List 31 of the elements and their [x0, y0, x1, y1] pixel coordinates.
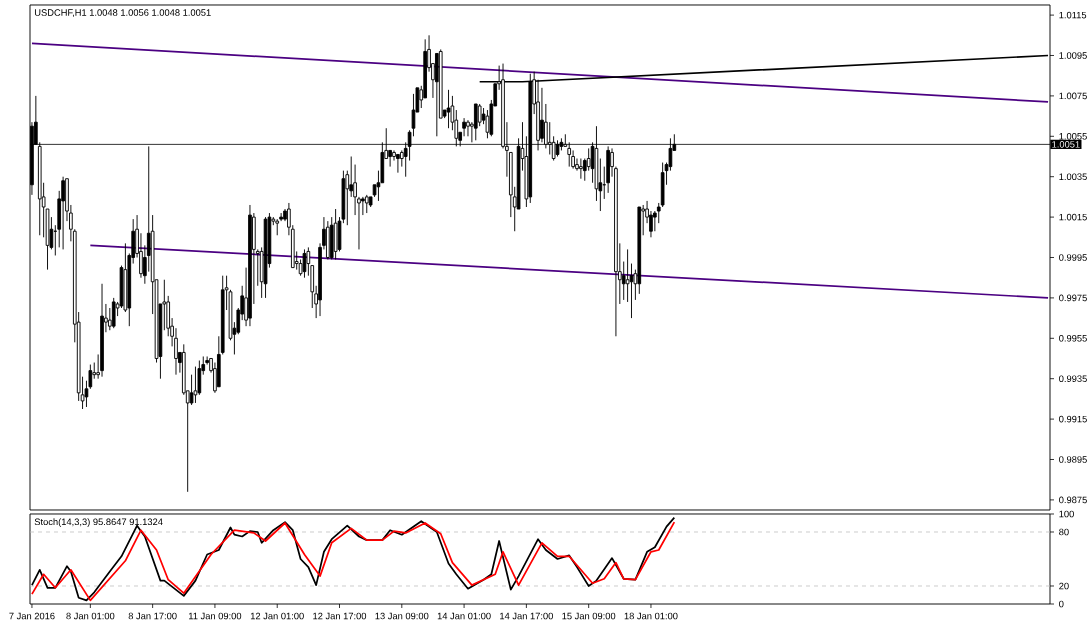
- y-tick-label: 0.9955: [1059, 335, 1087, 342]
- y-tick-label: 1.0055: [1059, 133, 1087, 140]
- y-tick-label: 0: [1059, 600, 1064, 608]
- x-tick-label: 15 Jan 09:00: [562, 612, 616, 620]
- y-tick-label: 0.9875: [1059, 496, 1087, 504]
- x-tick-label: 12 Jan 01:00: [250, 612, 304, 620]
- x-tick-label: 14 Jan 17:00: [500, 612, 553, 620]
- x-tick-label: 8 Jan 17:00: [128, 612, 177, 620]
- y-tick-label: 0.9915: [1059, 415, 1087, 423]
- y-tick-label: 0.9895: [1059, 456, 1087, 463]
- chart-title: USDCHF,H1 1.0048 1.0056 1.0048 1.0051: [34, 9, 211, 17]
- y-tick-label: 20: [1059, 582, 1069, 590]
- y-tick-label: 1.0035: [1059, 173, 1087, 180]
- x-tick-label: 13 Jan 09:00: [375, 612, 429, 620]
- x-tick-label: 12 Jan 17:00: [313, 612, 367, 620]
- chart-title: Stoch(14,3,3) 95.8647 91.1324: [34, 518, 163, 527]
- x-tick-label: 8 Jan 01:00: [66, 612, 115, 620]
- x-tick-label: 18 Jan 01:00: [624, 612, 678, 620]
- x-tick-label: 7 Jan 2016: [9, 612, 55, 620]
- y-tick-label: 1.0115: [1059, 11, 1087, 19]
- x-tick-label: 14 Jan 01:00: [437, 612, 491, 620]
- ref-line-label: 1.0051: [1052, 141, 1080, 148]
- y-tick-label: 0.9935: [1059, 375, 1087, 382]
- y-tick-label: 100: [1059, 510, 1074, 518]
- y-tick-label: 80: [1059, 528, 1069, 536]
- y-tick-label: 1.0095: [1059, 52, 1087, 59]
- y-tick-label: 0.9995: [1059, 254, 1087, 261]
- y-tick-label: 1.0015: [1059, 213, 1087, 221]
- x-tick-label: 11 Jan 09:00: [189, 612, 242, 620]
- y-tick-label: 0.9975: [1059, 294, 1087, 302]
- y-tick-label: 1.0075: [1059, 92, 1087, 100]
